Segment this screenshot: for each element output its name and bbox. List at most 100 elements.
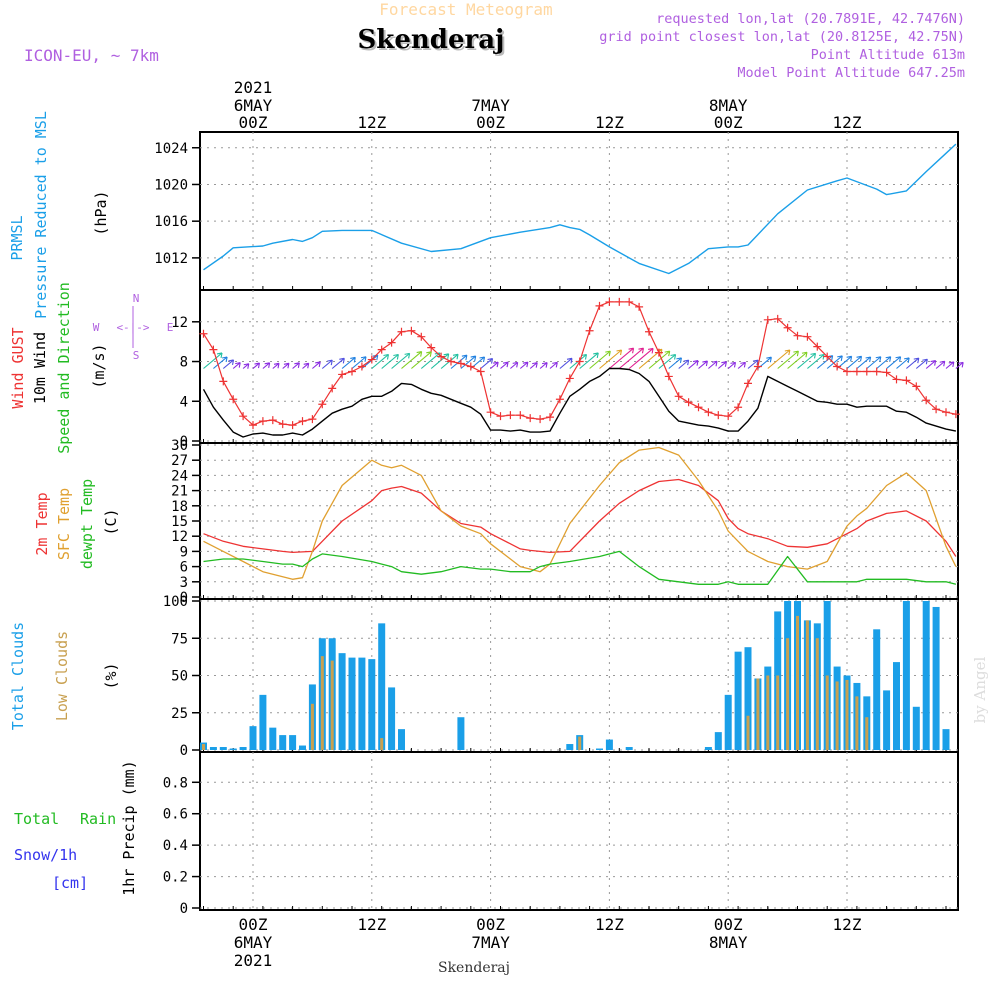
gust-marker xyxy=(734,403,743,412)
gust-marker xyxy=(783,323,792,332)
y-tick-label: 0.6 xyxy=(163,807,188,823)
wind-arrow-head xyxy=(487,358,494,364)
gust-marker xyxy=(833,362,842,371)
clouds-unit: (%) xyxy=(102,662,120,689)
wind-arrow-head xyxy=(638,347,645,354)
total-cloud-bar xyxy=(209,747,217,750)
wind-arrow-head xyxy=(426,351,432,357)
gust-marker xyxy=(298,417,307,426)
wind-arrow-head xyxy=(216,352,223,359)
temp-dewpt-label: dewpt Temp xyxy=(78,479,96,569)
gust-marker xyxy=(258,417,267,426)
y-tick-label: 21 xyxy=(171,484,188,500)
low-cloud-bar xyxy=(825,675,829,750)
pressure-label-full: Pressure Reduced to MSL xyxy=(32,111,50,319)
wind-arrow xyxy=(460,355,477,369)
wind-arrow-head xyxy=(683,359,690,366)
wind-arrow-head xyxy=(616,349,623,356)
y-tick-label: 12 xyxy=(171,529,188,545)
gust-marker xyxy=(338,370,347,379)
top-hour-label: 00Z xyxy=(239,113,268,132)
bottom-hour-label: 12Z xyxy=(595,915,624,934)
total-cloud-bar xyxy=(269,727,277,750)
wind-arrow xyxy=(420,352,441,369)
y-tick-label: 1016 xyxy=(154,214,188,230)
total-cloud-bar xyxy=(259,694,267,750)
wind-arrow-head xyxy=(235,362,241,368)
wind-arrow-head xyxy=(273,362,280,369)
gust-marker xyxy=(793,331,802,340)
location-title: Skenderaj xyxy=(358,25,505,55)
compass-south: S xyxy=(133,349,140,362)
gust-marker xyxy=(852,367,861,376)
wind-arrow-head xyxy=(350,356,356,363)
gust-marker xyxy=(288,421,297,430)
top-year-label: 2021 xyxy=(234,78,273,97)
total-cloud-bar xyxy=(744,647,752,750)
wind-arrow xyxy=(698,360,708,369)
gust-marker xyxy=(367,355,376,364)
wind-arrow xyxy=(321,359,333,369)
gust-marker xyxy=(922,396,931,405)
wind-arrow-head xyxy=(922,358,928,365)
bottom-hour-label: 12Z xyxy=(357,915,386,934)
total-cloud-bar xyxy=(912,706,920,750)
panel-grids xyxy=(200,132,958,910)
y-tick-label: 0 xyxy=(180,743,188,759)
wind-arrow xyxy=(727,361,736,369)
wind-arrow xyxy=(906,357,920,369)
gust-marker xyxy=(684,398,693,407)
gust-marker xyxy=(407,326,416,335)
wind-arrow-head xyxy=(875,356,882,362)
gust-marker xyxy=(417,332,426,341)
top-hour-label: 00Z xyxy=(714,113,743,132)
total-cloud-bar xyxy=(942,729,950,750)
requested-coords: requested lon,lat (20.7891E, 42.7476N) xyxy=(656,11,965,27)
wind-arrow xyxy=(708,360,718,369)
wind-arrow xyxy=(272,362,280,369)
wind-arrow xyxy=(331,357,345,369)
wind-arrow xyxy=(876,356,892,369)
wind-arrow xyxy=(351,356,367,369)
y-tick-label: 1012 xyxy=(154,251,188,267)
wind-arrow xyxy=(302,362,310,369)
wind-arrow xyxy=(826,355,843,369)
wind-arrow-head xyxy=(766,356,772,363)
wind-arrow xyxy=(579,352,599,369)
low-cloud-bar xyxy=(766,675,770,750)
wind-arrow-head xyxy=(730,361,737,368)
gust-marker xyxy=(803,332,812,341)
low-cloud-bar xyxy=(796,615,799,750)
wind-arrow-head xyxy=(522,361,529,368)
gust-marker xyxy=(645,327,653,336)
bottom-date-label: 8MAY xyxy=(709,933,748,952)
y-tick-label: 1020 xyxy=(154,177,188,193)
low-cloud-bar xyxy=(330,660,334,750)
wind-arrow xyxy=(915,358,928,369)
gust-marker xyxy=(268,416,277,425)
wind-arrow-head xyxy=(443,353,450,359)
bottom-hour-label: 00Z xyxy=(476,915,505,934)
gust-marker xyxy=(565,374,574,383)
total-cloud-bar xyxy=(922,601,930,750)
wind-arrow xyxy=(886,356,901,369)
wind-arrow xyxy=(312,361,321,369)
gust-marker xyxy=(654,348,663,357)
wind-arrow-head xyxy=(383,353,390,360)
wind-arrow xyxy=(668,357,682,369)
wind-arrow-head xyxy=(670,353,677,360)
wind-gust-label: Wind GUST xyxy=(9,327,27,408)
wind-arrow xyxy=(232,362,241,369)
wind-arrow xyxy=(688,360,699,369)
y-tick-label: 25 xyxy=(171,706,188,722)
wind-arrow xyxy=(213,356,228,369)
gust-marker xyxy=(674,392,683,401)
wind-arrow-head xyxy=(315,361,321,368)
wind-arrow xyxy=(381,354,399,369)
wind-arrow xyxy=(401,351,423,369)
gust-marker xyxy=(773,314,782,323)
wind-arrow-head xyxy=(913,357,920,364)
total-cloud-bar xyxy=(457,717,465,750)
